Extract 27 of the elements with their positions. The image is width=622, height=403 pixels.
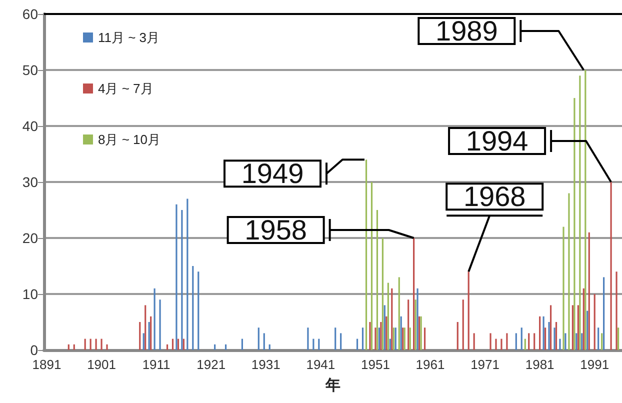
annotation: 1994 <box>466 126 528 156</box>
x-tick-label: 1911 <box>142 357 170 372</box>
x-tick-label: 1931 <box>251 357 280 372</box>
x-tick-label: 1981 <box>525 357 554 372</box>
x-tick-label: 1991 <box>580 357 610 372</box>
y-tick-label: 30 <box>22 174 38 190</box>
x-tick-label: 1891 <box>32 357 62 372</box>
x-tick-label: 1901 <box>87 357 116 372</box>
x-axis-title: 年 <box>324 377 340 394</box>
x-tick-label: 1921 <box>196 357 226 372</box>
x-tick-label: 1941 <box>306 357 336 372</box>
annotation: 1949 <box>241 158 304 190</box>
y-tick-label: 20 <box>22 230 38 246</box>
x-tick-label: 1961 <box>416 357 445 372</box>
x-tick-label: 1971 <box>470 357 500 372</box>
y-tick-label: 10 <box>22 286 38 302</box>
legend-label: 4月 ~ 7月 <box>98 81 154 96</box>
y-tick-label: 60 <box>22 6 38 22</box>
legend-label: 11月 ~ 3月 <box>98 30 160 45</box>
x-tick-label: 1951 <box>361 357 390 372</box>
annotation: 1989 <box>436 16 498 46</box>
annotation: 1968 <box>463 181 526 212</box>
y-tick-label: 0 <box>30 342 38 358</box>
y-tick-label: 50 <box>22 62 38 78</box>
annotation: 1958 <box>244 214 307 246</box>
legend-label: 8月 ~ 10月 <box>98 132 161 147</box>
y-tick-label: 40 <box>22 118 38 134</box>
